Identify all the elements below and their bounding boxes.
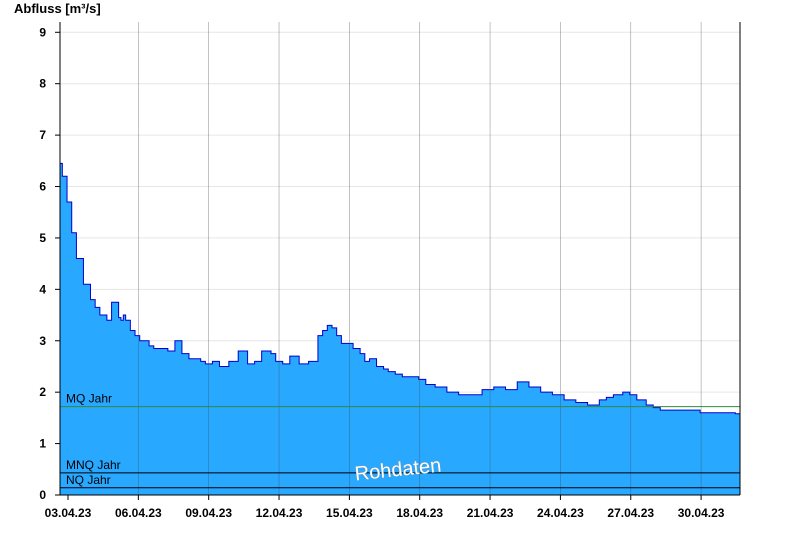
x-tick-label: 27.04.23 xyxy=(607,506,654,520)
y-tick-label: 5 xyxy=(39,231,46,245)
y-tick-label: 7 xyxy=(39,128,46,142)
y-tick-label: 6 xyxy=(39,180,46,194)
reference-line-label: MNQ Jahr xyxy=(66,458,121,472)
x-tick-label: 12.04.23 xyxy=(256,506,303,520)
y-tick-label: 3 xyxy=(39,334,46,348)
reference-line-label: NQ Jahr xyxy=(66,473,111,487)
y-tick-label: 4 xyxy=(39,282,46,296)
reference-line-label: MQ Jahr xyxy=(66,392,112,406)
x-tick-label: 30.04.23 xyxy=(678,506,725,520)
y-tick-label: 1 xyxy=(39,437,46,451)
discharge-line xyxy=(60,162,741,416)
x-tick-label: 09.04.23 xyxy=(185,506,232,520)
discharge-area-layer xyxy=(60,162,741,495)
x-tick-label: 06.04.23 xyxy=(115,506,162,520)
x-tick-label: 21.04.23 xyxy=(467,506,514,520)
y-tick-label: 2 xyxy=(39,385,46,399)
y-axis-title: Abfluss [m³/s] xyxy=(14,1,101,16)
x-tick-label: 15.04.23 xyxy=(326,506,373,520)
tick-labels: 0 1 2 3 4 5 6 7 8 9 03.04.23 06.04.23 09.04.23 12.04.… xyxy=(39,25,724,520)
discharge-area xyxy=(60,163,740,495)
y-tick-label: 9 xyxy=(39,25,46,39)
y-tick-label: 8 xyxy=(39,77,46,91)
x-tick-label: 24.04.23 xyxy=(537,506,584,520)
x-tick-label: 18.04.23 xyxy=(396,506,443,520)
x-tick-label: 03.04.23 xyxy=(45,506,92,520)
axes xyxy=(55,22,741,500)
y-tick-label: 0 xyxy=(39,488,46,502)
